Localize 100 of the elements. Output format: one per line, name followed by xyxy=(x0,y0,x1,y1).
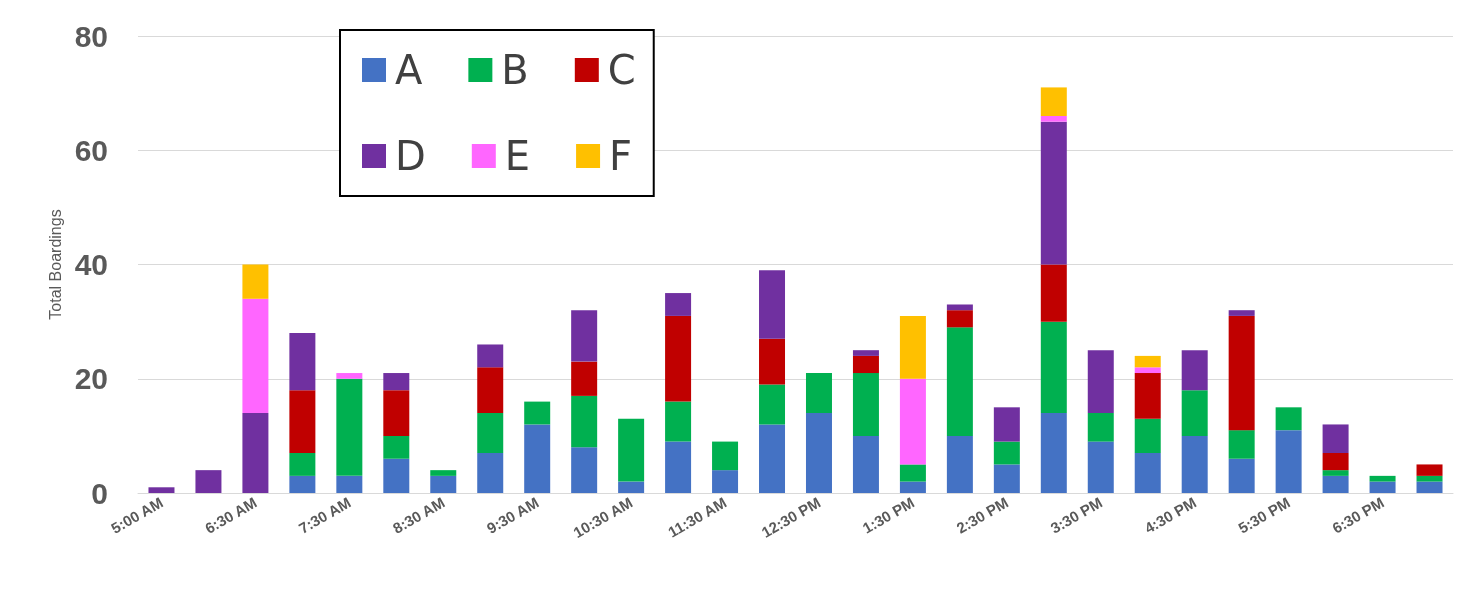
bar xyxy=(1134,367,1161,374)
bar xyxy=(1275,407,1302,431)
bar xyxy=(899,481,926,493)
bar xyxy=(1181,435,1208,493)
y-tick-label: 60 xyxy=(74,133,108,167)
bar xyxy=(430,475,457,493)
x-tick-label: 5:00 AM xyxy=(107,493,166,537)
bar xyxy=(1416,475,1443,482)
bar xyxy=(1228,430,1255,459)
x-tick-label: 1:30 PM xyxy=(859,493,918,537)
bar xyxy=(759,338,786,385)
bar xyxy=(946,304,973,311)
x-tick-label: 6:30 PM xyxy=(1329,493,1387,537)
legend-label: D xyxy=(395,133,426,179)
bar xyxy=(1228,315,1255,431)
bar xyxy=(665,315,692,402)
bar xyxy=(242,298,269,414)
bar xyxy=(242,413,269,493)
bar xyxy=(712,441,739,471)
bar xyxy=(336,378,363,476)
bar xyxy=(477,344,504,368)
x-tick-label: 8:30 AM xyxy=(389,493,448,537)
bar xyxy=(1134,373,1161,419)
bar xyxy=(383,390,410,436)
bar xyxy=(289,475,316,493)
x-tick-label: 3:30 PM xyxy=(1047,493,1106,537)
legend-label: F xyxy=(609,133,633,179)
bar xyxy=(1322,424,1349,454)
bar xyxy=(1181,390,1208,436)
bar xyxy=(618,481,645,493)
bar xyxy=(852,435,879,493)
bar xyxy=(336,475,363,493)
bar xyxy=(852,373,879,436)
bar xyxy=(993,441,1020,465)
bar xyxy=(571,361,598,396)
bar xyxy=(1228,310,1255,316)
bar xyxy=(383,458,410,493)
bar xyxy=(289,453,316,476)
bar xyxy=(759,270,786,339)
bar xyxy=(1322,470,1349,476)
bar xyxy=(899,464,926,482)
y-tick-label: 40 xyxy=(74,248,108,281)
bar xyxy=(759,384,786,425)
bar xyxy=(1369,475,1396,482)
bar xyxy=(1040,321,1067,414)
legend-label: A xyxy=(395,47,423,93)
bar xyxy=(665,441,692,493)
bar xyxy=(1369,481,1396,493)
x-tick-label: 4:30 PM xyxy=(1141,493,1199,537)
bar xyxy=(524,424,551,493)
bar xyxy=(805,413,832,493)
bar xyxy=(477,413,504,454)
bar xyxy=(1040,87,1067,116)
bar xyxy=(665,401,692,442)
bar xyxy=(618,418,645,482)
bar xyxy=(759,424,786,493)
x-tick-label: 2:30 PM xyxy=(953,493,1012,537)
bar xyxy=(383,435,410,459)
x-tick-label: 7:30 AM xyxy=(295,493,354,537)
bar xyxy=(1040,121,1067,265)
y-tick-label: 0 xyxy=(91,476,108,510)
bar xyxy=(1087,441,1114,493)
y-axis-title: Total Boardings xyxy=(47,209,65,320)
bar xyxy=(1040,413,1067,493)
bar xyxy=(1416,464,1443,476)
bar xyxy=(571,447,598,493)
bar xyxy=(1322,475,1349,493)
bar xyxy=(195,470,222,493)
bar xyxy=(383,373,410,391)
bar xyxy=(1134,355,1161,368)
bar xyxy=(289,390,316,454)
x-tick-label: 5:30 PM xyxy=(1235,493,1293,537)
bar xyxy=(993,407,1020,442)
x-tick-label: 6:30 AM xyxy=(201,493,260,537)
legend-label: B xyxy=(501,47,529,93)
bar xyxy=(946,310,973,328)
bar xyxy=(571,310,598,362)
bar xyxy=(899,378,926,465)
bar xyxy=(477,367,504,414)
legend-label: E xyxy=(504,133,531,179)
bar xyxy=(336,373,363,379)
bar xyxy=(1416,481,1443,493)
bar xyxy=(430,470,457,476)
bar xyxy=(477,453,504,493)
bar xyxy=(242,264,269,299)
bar xyxy=(1181,350,1208,391)
bar xyxy=(946,327,973,436)
bar xyxy=(1228,458,1255,493)
bar xyxy=(1087,350,1114,414)
bar xyxy=(289,333,316,391)
bar xyxy=(571,395,598,448)
bar xyxy=(1275,430,1302,493)
y-tick-label: 80 xyxy=(74,19,108,53)
bar xyxy=(1040,115,1067,122)
bar xyxy=(852,355,879,374)
bar xyxy=(805,373,832,414)
bar xyxy=(852,350,879,356)
bar xyxy=(1134,453,1161,493)
bar xyxy=(1134,418,1161,454)
bar xyxy=(712,470,739,493)
